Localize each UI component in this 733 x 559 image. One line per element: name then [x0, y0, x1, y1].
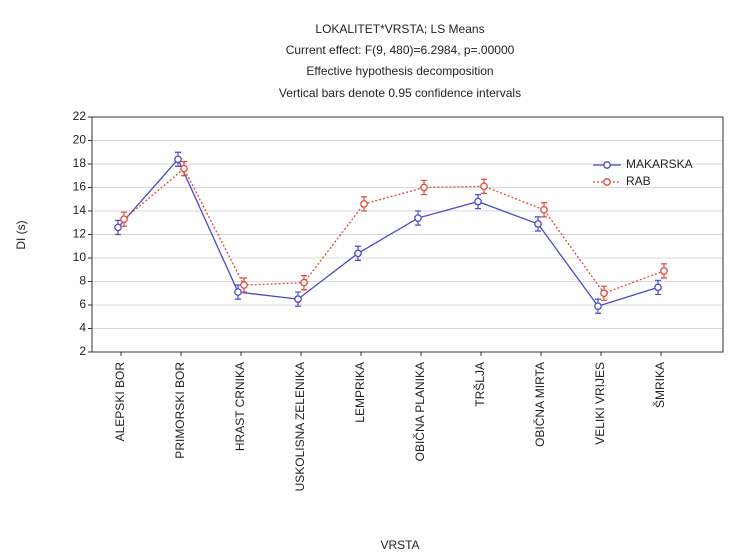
marker	[294, 295, 302, 303]
y-tick-label: 14	[73, 203, 87, 217]
y-tick-label: 18	[73, 156, 87, 170]
x-tick-label: TRŠLJA	[472, 362, 487, 407]
x-axis-label: VRSTA	[380, 538, 419, 552]
y-tick-label: 12	[73, 227, 87, 241]
marker	[660, 267, 668, 275]
marker	[120, 215, 128, 224]
y-tick-label: 8	[79, 274, 86, 288]
y-tick-label: 16	[73, 180, 87, 194]
marker	[534, 220, 542, 228]
marker	[180, 164, 188, 173]
y-tick-label: 4	[79, 321, 86, 335]
y-tick-label: 10	[73, 250, 87, 264]
x-tick-label: PRIMORSKI BOR	[173, 362, 187, 459]
y-tick-label: 2	[79, 344, 86, 358]
marker	[114, 223, 122, 232]
y-axis-label: DI (s)	[14, 220, 28, 249]
chart-subtitle: Effective hypothesis decomposition	[306, 64, 493, 78]
series-line	[117, 158, 659, 307]
marker	[540, 205, 548, 214]
marker	[174, 155, 182, 164]
x-tick-label: HRAST CRNIKA	[233, 362, 247, 451]
marker	[600, 289, 608, 298]
x-tick-label: OBIČNA MIRTA	[532, 362, 547, 447]
marker	[594, 302, 602, 311]
chart-subtitle: Vertical bars denote 0.95 confidence int…	[279, 86, 521, 100]
y-tick-label: 20	[73, 133, 87, 147]
marker	[414, 214, 422, 222]
x-tick-label: ŠMRIKA	[652, 362, 667, 408]
legend-marker	[603, 161, 611, 169]
y-tick-label: 6	[79, 297, 86, 311]
marker	[420, 183, 428, 192]
marker	[240, 281, 248, 289]
x-tick-label: VELIKI VRIJES	[593, 362, 607, 445]
x-tick-label: USKOLISNA ZELENIKA	[293, 362, 307, 491]
x-tick-label: LEMPRIKA	[353, 362, 367, 423]
x-tick-label: OBIČNA PLANIKA	[412, 362, 427, 461]
marker	[360, 200, 368, 208]
marker	[234, 288, 242, 296]
legend-marker	[603, 178, 611, 186]
chart-title: LOKALITET*VRSTA; LS Means	[315, 22, 484, 36]
marker	[354, 249, 362, 258]
marker	[480, 182, 488, 191]
plot-frame	[91, 116, 724, 353]
chart-subtitle: Current effect: F(9, 480)=6.2984, p=.000…	[286, 43, 515, 57]
x-tick-label: ALEPSKI BOR	[113, 362, 127, 442]
marker	[474, 197, 482, 206]
legend-label: MAKARSKA	[626, 157, 693, 171]
y-tick-label: 22	[73, 109, 87, 123]
legend-label: RAB	[626, 174, 651, 188]
marker	[654, 283, 662, 292]
marker	[300, 278, 308, 287]
